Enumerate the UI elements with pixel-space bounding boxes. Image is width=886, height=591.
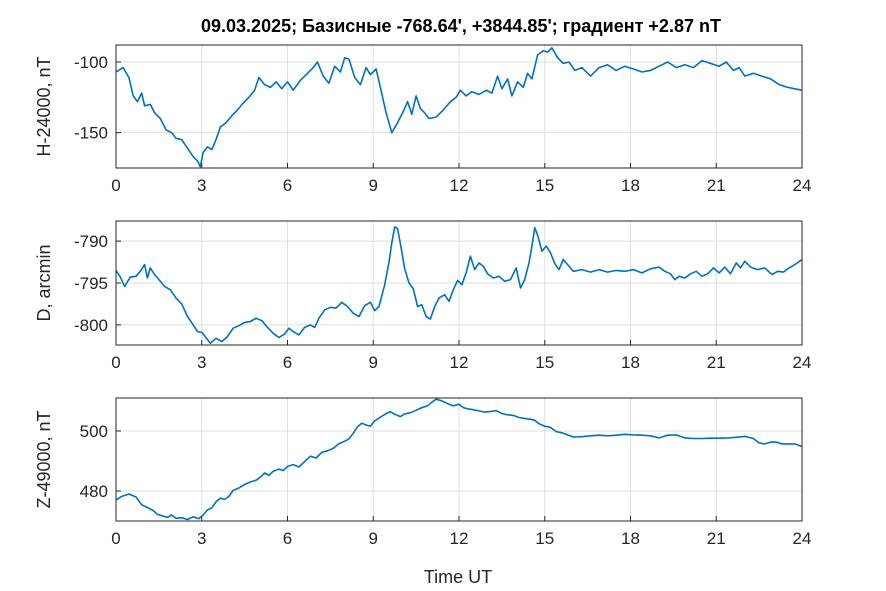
x-tick-label: 18 [621,176,640,195]
x-tick-label: 21 [707,176,726,195]
x-tick-label: 21 [707,353,726,372]
x-tick-label: 3 [197,529,206,548]
y-tick-label: -100 [74,53,108,72]
x-tick-label: 12 [450,176,469,195]
y-tick-label: -790 [74,232,108,251]
x-tick-label: 12 [450,353,469,372]
y-axis-label-d: D, arcmin [34,244,54,321]
panel-d: 0 3 6 9 12 15 18 21 24 -800 -795 -790 D, arcmin [34,220,812,372]
x-tick-label: 0 [111,176,120,195]
x-tick-label: 0 [111,353,120,372]
panels-container: 0 3 6 9 12 15 18 21 24 -150 -100 H-24000, nT 0 3 6 9 12 1… [34,44,812,548]
y-axis-label-z: Z-49000, nT [34,410,54,508]
series-line-h [116,47,802,168]
chart-title: 09.03.2025; Базисные -768.64', +3844.85'… [201,16,721,36]
y-tick-label: 480 [80,482,108,501]
y-tick-label: -150 [74,124,108,143]
x-axis-label: Time UT [424,567,492,587]
x-tick-label: 24 [793,176,812,195]
x-tick-label: 6 [283,529,292,548]
y-axis-label-h: H-24000, nT [34,56,54,156]
x-tick-label: 12 [450,529,469,548]
y-tick-label: -795 [74,274,108,293]
axes-frame-d [115,220,803,346]
x-tick-label: 15 [535,353,554,372]
x-tick-label: 9 [369,176,378,195]
axes-frame-z [115,397,803,522]
x-tick-label: 24 [793,529,812,548]
x-tick-label: 21 [707,529,726,548]
x-tick-label: 6 [283,353,292,372]
x-tick-label: 3 [197,353,206,372]
y-tick-label: -800 [74,316,108,335]
series-line-d [116,226,802,345]
x-tick-label: 18 [621,353,640,372]
x-tick-label: 3 [197,176,206,195]
x-tick-label: 9 [369,529,378,548]
axes-frame-h [115,44,803,169]
x-tick-label: 24 [793,353,812,372]
x-tick-label: 9 [369,353,378,372]
y-tick-label: 500 [80,422,108,441]
x-tick-label: 15 [535,176,554,195]
x-tick-label: 0 [111,529,120,548]
panel-z: 0 3 6 9 12 15 18 21 24 480 500 Z-49000, nT [34,397,812,548]
x-tick-label: 15 [535,529,554,548]
x-tick-label: 18 [621,529,640,548]
x-tick-label: 6 [283,176,292,195]
series-line-z [116,398,802,521]
panel-h: 0 3 6 9 12 15 18 21 24 -150 -100 H-24000, nT [34,44,812,195]
